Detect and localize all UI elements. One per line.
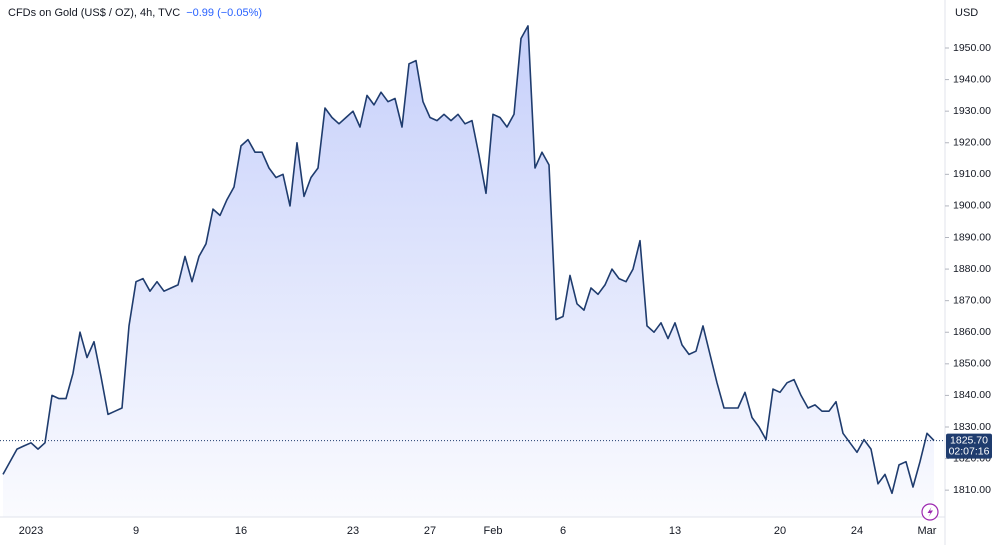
- flash-icon[interactable]: [921, 503, 939, 521]
- y-tick-label: 1920.00: [953, 137, 991, 149]
- y-tick-label: 1900.00: [953, 200, 991, 212]
- y-axis-label: USD: [955, 7, 978, 19]
- x-tick-label: 16: [235, 525, 247, 537]
- x-tick-label: 27: [424, 525, 436, 537]
- x-tick-label: Feb: [484, 525, 503, 537]
- y-tick-label: 1860.00: [953, 326, 991, 338]
- y-tick-label: 1890.00: [953, 231, 991, 243]
- y-tick-label: 1850.00: [953, 358, 991, 370]
- y-tick-label: 1950.00: [953, 42, 991, 54]
- flash-icon-bolt[interactable]: [927, 507, 934, 517]
- y-tick-label: 1880.00: [953, 263, 991, 275]
- y-tick-label: 1930.00: [953, 105, 991, 117]
- y-tick-label: 1870.00: [953, 294, 991, 306]
- x-tick-label: 23: [347, 525, 359, 537]
- x-tick-label: 13: [669, 525, 681, 537]
- x-tick-label: 2023: [19, 525, 43, 537]
- last-price-label: 1825.70: [950, 434, 988, 446]
- y-tick-label: 1840.00: [953, 389, 991, 401]
- y-tick-label: 1910.00: [953, 168, 991, 180]
- x-tick-label: 6: [560, 525, 566, 537]
- last-price-box: [946, 433, 992, 459]
- y-tick-label: 1810.00: [953, 484, 991, 496]
- area-fill: [3, 25, 934, 518]
- chart-title: CFDs on Gold (US$ / OZ), 4h, TVC: [8, 7, 180, 19]
- x-tick-label: 20: [774, 525, 786, 537]
- y-tick-label: 1940.00: [953, 73, 991, 85]
- y-tick-label: 1830.00: [953, 421, 991, 433]
- price-line: [2, 25, 935, 495]
- x-tick-label: 24: [851, 525, 863, 537]
- price-change: −0.99 (−0.05%): [186, 7, 262, 19]
- countdown-label: 02:07:16: [949, 445, 990, 457]
- x-tick-label: 9: [133, 525, 139, 537]
- x-tick-label: Mar: [918, 525, 937, 537]
